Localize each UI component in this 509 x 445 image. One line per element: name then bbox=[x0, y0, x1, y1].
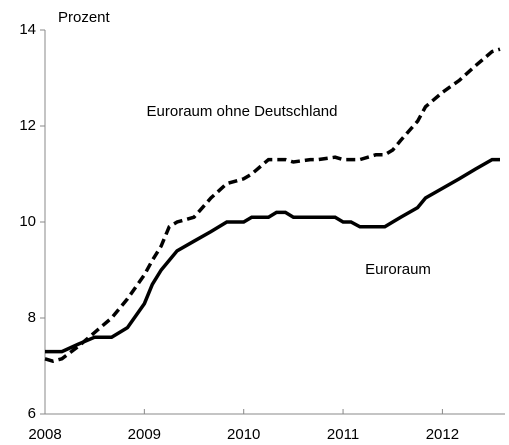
x-tick-label: 2012 bbox=[426, 426, 459, 443]
data-line bbox=[44, 47, 501, 364]
y-tick-label: 6 bbox=[28, 405, 36, 422]
x-tick-label: 2011 bbox=[327, 426, 359, 443]
y-axis-label: Prozent bbox=[58, 9, 111, 26]
y-tick-label: 12 bbox=[19, 117, 36, 134]
x-tick-label: 2009 bbox=[128, 426, 161, 443]
y-tick-label: 10 bbox=[19, 213, 36, 230]
series-label: Euroraum ohne Deutschland bbox=[147, 103, 338, 120]
y-tick-label: 14 bbox=[19, 21, 36, 38]
y-tick-label: 8 bbox=[28, 309, 36, 326]
series-label: Euroraum bbox=[365, 261, 431, 278]
x-tick-label: 2010 bbox=[227, 426, 260, 443]
x-tick-label: 2008 bbox=[28, 426, 61, 443]
data-line bbox=[45, 157, 500, 354]
